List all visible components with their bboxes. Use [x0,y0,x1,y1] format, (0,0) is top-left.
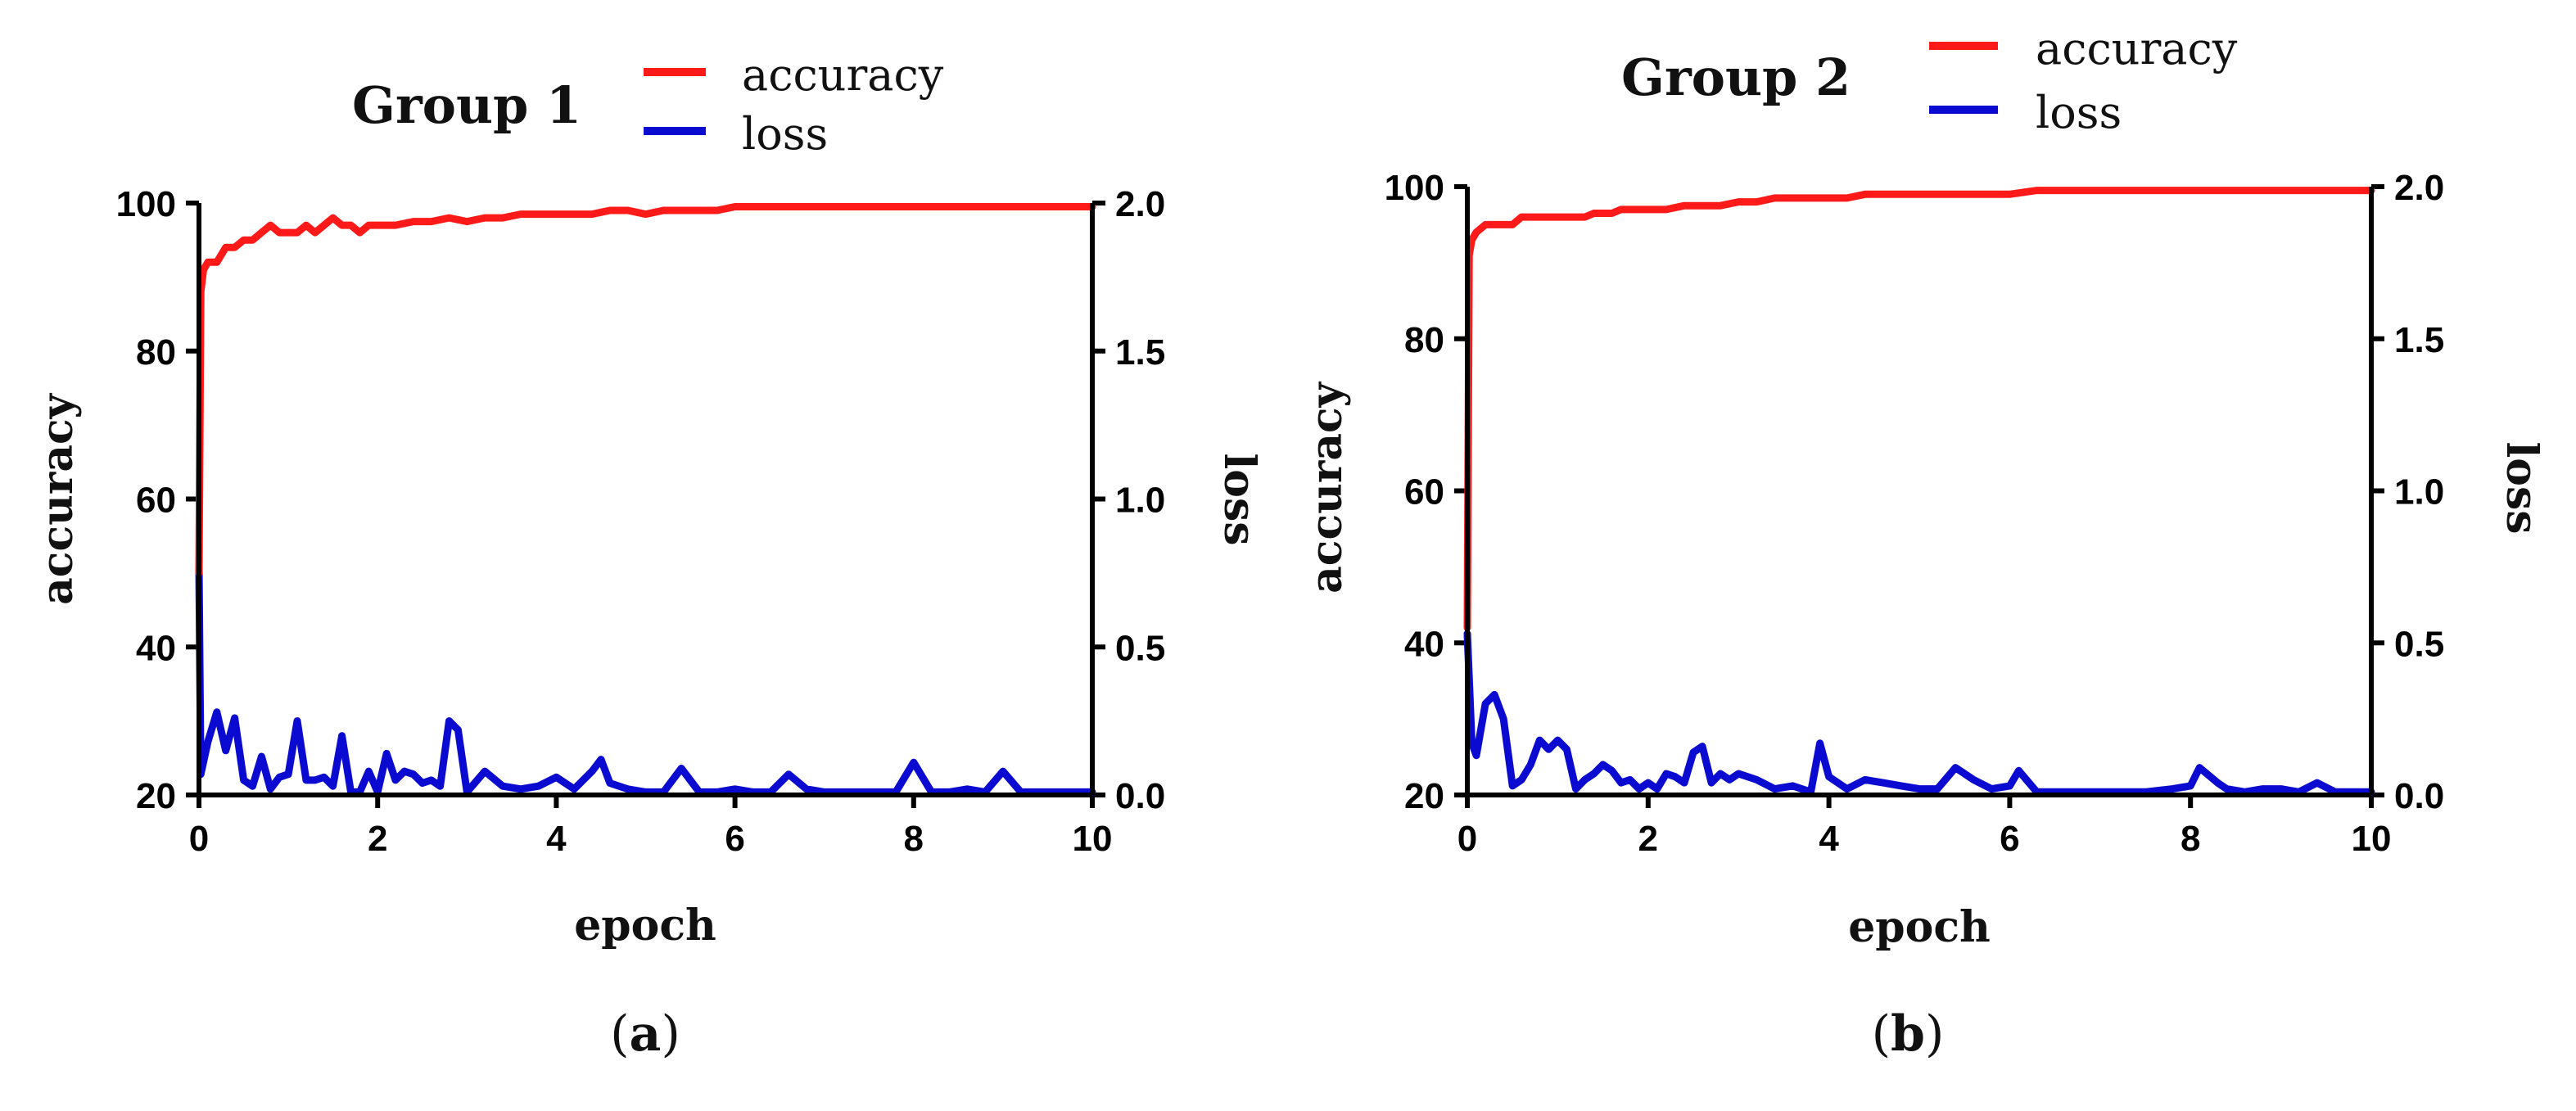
chart-title: Group 1 [352,75,581,135]
y2-tick-label: 0.5 [1115,628,1165,668]
y-tick-label: 40 [136,628,176,668]
y2-tick-label: 2.0 [1115,184,1165,224]
legend-label-accuracy: accuracy [2036,23,2238,75]
x-tick-label: 10 [2352,819,2392,859]
y2-tick-label: 0.5 [2394,624,2444,664]
y-tick-label: 100 [116,184,176,224]
x-tick-label: 4 [546,819,567,859]
y-tick-label: 60 [136,481,176,521]
y2-axis-label: loss [1214,454,1264,546]
panel-sublabel: (a) [610,1005,680,1063]
y2-tick-label: 1.5 [1115,332,1165,373]
legend-label-loss: loss [742,108,828,160]
y2-tick-label: 0.0 [1115,776,1165,816]
x-tick-label: 6 [2000,819,2019,859]
x-tick-label: 8 [904,819,924,859]
y2-axis-label: loss [2497,442,2547,535]
y-tick-label: 40 [1404,624,1444,664]
y-tick-label: 80 [1404,320,1444,360]
panel-sublabel: (b) [1872,1005,1945,1063]
legend-label-loss: loss [2036,87,2122,138]
x-tick-label: 2 [1638,819,1658,859]
series-line-loss [195,563,1096,796]
y2-tick-label: 0.0 [2394,776,2444,816]
x-tick-label: 0 [189,819,209,859]
x-tick-label: 2 [368,819,387,859]
x-axis-ticks: 0 2 4 6 8 10 [189,795,1113,859]
y-axis-ticks: 20 40 60 80 100 [116,184,199,816]
chart-panel-b: Group 2 accuracy loss 0 2 4 6 8 10 20 40 60 80 10… [1302,23,2547,1063]
y2-axis-ticks: 0.0 0.5 1.0 1.5 2.0 [1092,184,1165,816]
x-tick-label: 0 [1457,819,1477,859]
x-tick-label: 4 [1819,819,1839,859]
x-tick-label: 8 [2181,819,2200,859]
x-tick-label: 10 [1073,819,1113,859]
x-axis-label: epoch [574,901,716,951]
y-axis-label: accuracy [33,392,83,605]
y-tick-label: 20 [1404,776,1444,816]
y2-tick-label: 1.0 [2394,472,2444,513]
y-tick-label: 100 [1385,168,1444,208]
x-axis-ticks: 0 2 4 6 8 10 [1457,795,2392,859]
series-line-loss [1463,630,2375,796]
y2-tick-label: 2.0 [2394,168,2444,208]
y-tick-label: 80 [136,332,176,373]
x-axis-label: epoch [1848,902,1991,952]
y-axis-label: accuracy [1302,381,1352,594]
chart-panel-a: Group 1 accuracy loss 0 2 4 6 8 10 20 40 60 80 10… [33,49,1264,1063]
y2-axis-ticks: 0.0 0.5 1.0 1.5 2.0 [2371,168,2444,816]
y2-tick-label: 1.5 [2394,320,2444,360]
y-tick-label: 60 [1404,472,1444,513]
chart-title: Group 2 [1621,47,1851,107]
series-line-accuracy [1463,187,2375,632]
legend-label-accuracy: accuracy [742,49,944,101]
y2-tick-label: 1.0 [1115,481,1165,521]
y-axis-ticks: 20 40 60 80 100 [1385,168,1467,816]
y-tick-label: 20 [136,776,176,816]
series-line-accuracy [195,203,1096,577]
x-tick-label: 6 [725,819,744,859]
